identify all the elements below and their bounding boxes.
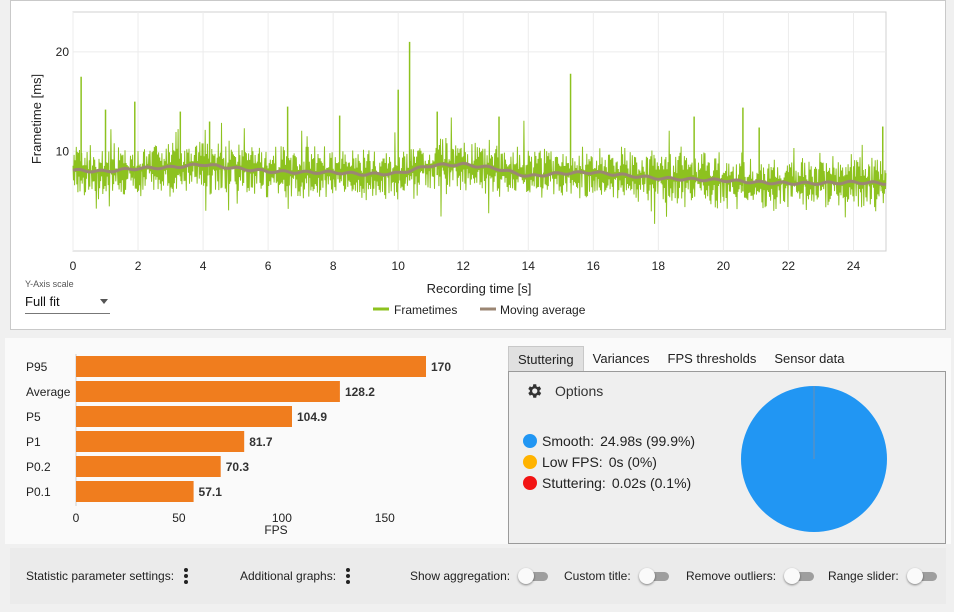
options-label: Options bbox=[555, 383, 604, 399]
bar-category-label: Average bbox=[26, 385, 71, 399]
stuttering-color-dot bbox=[523, 475, 537, 490]
legend-item-stuttering: Stuttering: 0.02s (0.1%) bbox=[523, 472, 695, 493]
legend-frametimes-label: Frametimes bbox=[394, 303, 457, 317]
tab-stuttering[interactable]: Stuttering bbox=[508, 346, 584, 371]
range-slider-toggle[interactable] bbox=[906, 568, 939, 584]
range-slider-label: Range slider: bbox=[828, 569, 899, 583]
fps-bar bbox=[76, 431, 245, 452]
analysis-tabs: Stuttering Variances FPS thresholds Sens… bbox=[508, 346, 853, 371]
bar-value-label: 128.2 bbox=[345, 385, 375, 399]
tab-fps-thresholds[interactable]: FPS thresholds bbox=[667, 351, 757, 366]
smooth-value: 24.98s (99.9%) bbox=[600, 432, 696, 449]
tab-variances[interactable]: Variances bbox=[592, 351, 650, 366]
bar-value-label: 170 bbox=[431, 360, 451, 374]
statistic-parameter-settings[interactable]: Statistic parameter settings: bbox=[26, 566, 192, 586]
bottom-toolbar: Statistic parameter settings: Additional… bbox=[10, 548, 946, 604]
frametimes-series bbox=[72, 117, 887, 224]
custom-title-toggle[interactable] bbox=[638, 568, 671, 584]
chart-legend: Frametimes Moving average bbox=[373, 303, 586, 317]
bar-value-label: 70.3 bbox=[226, 460, 250, 474]
x-tick-label: 20 bbox=[717, 259, 731, 273]
bar-x-tick-label: 150 bbox=[375, 511, 395, 525]
stuttering-pie-chart bbox=[740, 386, 887, 532]
low-fps-label: Low FPS: bbox=[542, 453, 603, 470]
bar-category-label: P95 bbox=[26, 360, 48, 374]
bar-x-axis-label: FPS bbox=[264, 523, 287, 537]
x-tick-label: 16 bbox=[587, 259, 601, 273]
low-fps-value: 0s (0%) bbox=[608, 453, 657, 470]
show-aggregation-label: Show aggregation: bbox=[410, 569, 511, 583]
y-tick-label: 20 bbox=[56, 45, 70, 59]
fps-bar bbox=[76, 356, 426, 377]
options-button[interactable]: Options bbox=[525, 382, 603, 400]
x-tick-label: 2 bbox=[135, 259, 142, 273]
remove-outliers-toggle[interactable] bbox=[784, 568, 816, 584]
custom-title-setting: Custom title: bbox=[564, 566, 671, 586]
legend-item-low-fps: Low FPS: 0s (0%) bbox=[523, 451, 695, 472]
x-tick-label: 8 bbox=[330, 259, 337, 273]
additional-graphs[interactable]: Additional graphs: bbox=[240, 566, 354, 586]
y-axis-label: Frametime [ms] bbox=[29, 74, 44, 164]
fps-bar bbox=[76, 481, 194, 502]
bar-category-label: P0.2 bbox=[26, 460, 51, 474]
bar-value-label: 104.9 bbox=[297, 410, 327, 424]
x-tick-label: 14 bbox=[522, 259, 536, 273]
stuttering-label: Stuttering: bbox=[542, 474, 606, 491]
statistic-settings-label: Statistic parameter settings: bbox=[26, 569, 175, 583]
y-tick-label: 10 bbox=[56, 144, 70, 158]
bar-value-label: 81.7 bbox=[249, 435, 273, 449]
fps-bar bbox=[76, 406, 292, 427]
bar-category-label: P0.1 bbox=[26, 485, 51, 499]
frametime-panel: 0 2 4 6 8 10 12 14 16 18 20 22 24 10 20 Recording tim… bbox=[10, 0, 946, 330]
custom-title-label: Custom title: bbox=[564, 569, 631, 583]
x-tick-label: 24 bbox=[847, 259, 861, 273]
gear-icon bbox=[528, 384, 542, 398]
show-aggregation-toggle[interactable] bbox=[518, 568, 550, 584]
more-vert-icon bbox=[342, 567, 354, 585]
x-tick-label: 4 bbox=[200, 259, 207, 273]
fps-bar bbox=[76, 456, 221, 477]
x-tick-label: 18 bbox=[652, 259, 666, 273]
y-axis-scale-select[interactable]: Full fit bbox=[25, 294, 110, 314]
y-axis-scale-value: Full fit bbox=[25, 294, 60, 309]
remove-outliers-label: Remove outliers: bbox=[686, 569, 777, 583]
chevron-down-icon bbox=[100, 299, 108, 304]
show-aggregation-setting: Show aggregation: bbox=[410, 566, 550, 586]
stuttering-content: Options Smooth: 24.98s (99.9%) Low FPS: … bbox=[508, 371, 946, 544]
x-tick-label: 6 bbox=[265, 259, 272, 273]
range-slider-setting: Range slider: bbox=[828, 566, 939, 586]
x-tick-label: 0 bbox=[70, 259, 77, 273]
legend-moving-average-label: Moving average bbox=[500, 303, 586, 317]
smooth-color-dot bbox=[523, 433, 537, 448]
y-axis-scale: Y-Axis scale Full fit bbox=[25, 279, 111, 314]
fps-bar-chart: 0 50 100 150 P95 Average P5 P1 P0.2 P0.1 170 128.… bbox=[26, 354, 451, 537]
bar-x-tick-label: 0 bbox=[73, 511, 80, 525]
bar-category-label: P5 bbox=[26, 410, 41, 424]
x-axis-label: Recording time [s] bbox=[427, 281, 532, 296]
bar-category-label: P1 bbox=[26, 435, 41, 449]
x-tick-label: 22 bbox=[782, 259, 796, 273]
x-tick-label: 10 bbox=[392, 259, 406, 273]
stuttering-value: 0.02s (0.1%) bbox=[611, 474, 692, 491]
bar-value-label: 57.1 bbox=[199, 485, 223, 499]
low-fps-color-dot bbox=[523, 454, 537, 469]
tab-sensor-data[interactable]: Sensor data bbox=[774, 351, 845, 366]
moving-average-series bbox=[72, 161, 887, 186]
fps-bar bbox=[76, 381, 340, 402]
bar-x-tick-label: 100 bbox=[272, 511, 292, 525]
y-axis-scale-label: Y-Axis scale bbox=[25, 279, 74, 289]
bar-x-tick-label: 50 bbox=[172, 511, 186, 525]
stuttering-legend: Smooth: 24.98s (99.9%) Low FPS: 0s (0%) … bbox=[523, 430, 695, 493]
x-tick-label: 12 bbox=[457, 259, 471, 273]
smooth-label: Smooth: bbox=[542, 432, 595, 449]
remove-outliers-setting: Remove outliers: bbox=[686, 566, 816, 586]
more-vert-icon bbox=[180, 567, 192, 585]
additional-graphs-label: Additional graphs: bbox=[240, 569, 337, 583]
legend-item-smooth: Smooth: 24.98s (99.9%) bbox=[523, 430, 695, 451]
plot-area bbox=[72, 11, 887, 252]
